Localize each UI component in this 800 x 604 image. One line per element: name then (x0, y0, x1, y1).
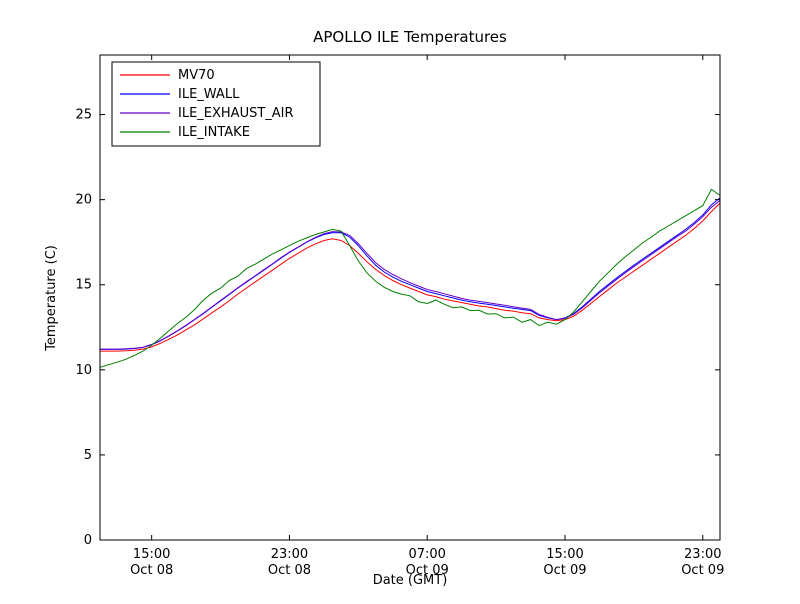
legend-label-ILE_WALL: ILE_WALL (178, 87, 240, 102)
x-tick-label-time: 07:00 (408, 547, 445, 562)
x-tick-label-time: 23:00 (684, 547, 721, 562)
axes-box (99, 54, 721, 541)
x-tick-label-date: Oct 09 (543, 563, 586, 578)
series-line-MV70 (100, 202, 721, 352)
x-tick-label-date: Oct 08 (268, 563, 311, 578)
y-axis-label: Temperature (C) (44, 245, 59, 352)
series-line-ILE_INTAKE (99, 188, 721, 368)
y-tick-label: 20 (75, 193, 92, 208)
y-tick-label: 10 (75, 363, 92, 378)
x-tick-label-time: 23:00 (271, 547, 308, 562)
x-tick-label-time: 15:00 (133, 547, 170, 562)
legend-label-ILE_INTAKE: ILE_INTAKE (178, 125, 250, 140)
legend-label-MV70: MV70 (178, 68, 215, 83)
legend-label-ILE_EXHAUST_AIR: ILE_EXHAUST_AIR (178, 106, 294, 121)
y-tick-label: 5 (84, 448, 92, 463)
x-tick-label-date: Oct 08 (130, 563, 173, 578)
x-tick-label-time: 15:00 (546, 547, 583, 562)
x-tick-label-date: Oct 09 (681, 563, 724, 578)
y-tick-label: 15 (75, 278, 92, 293)
y-tick-label: 0 (84, 533, 92, 548)
y-tick-label: 25 (75, 108, 92, 123)
x-axis-label: Date (GMT) (373, 573, 448, 588)
chart-title: APOLLO ILE Temperatures (313, 28, 507, 46)
x-tick-label-date: Oct 09 (406, 563, 449, 578)
series-line-ILE_EXHAUST_AIR (100, 200, 721, 350)
